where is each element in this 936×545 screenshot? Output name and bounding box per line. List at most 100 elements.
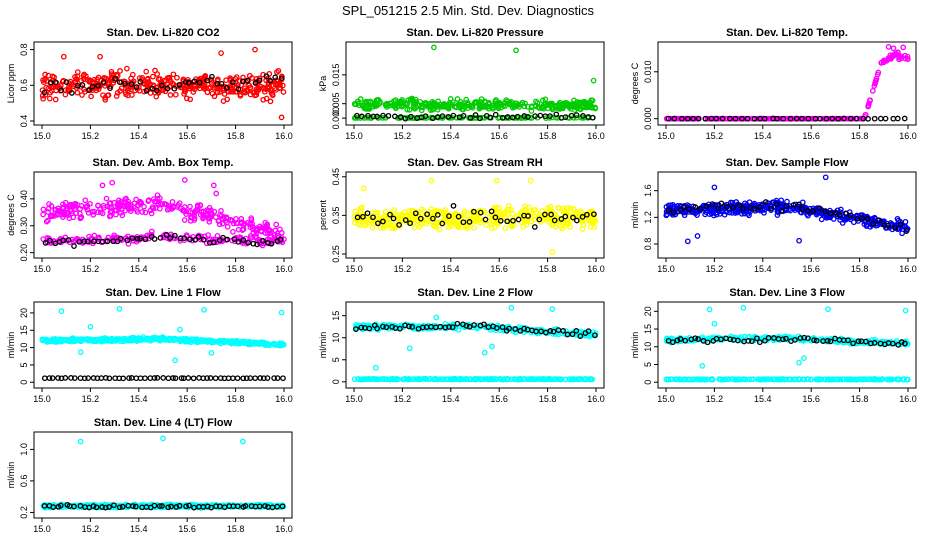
data-point	[118, 69, 122, 73]
x-tick-label: 15.4	[442, 131, 460, 141]
data-point	[268, 99, 272, 103]
data-point	[170, 200, 174, 204]
plot-frame	[346, 302, 604, 388]
x-tick-label: 16.0	[587, 394, 605, 404]
y-tick-label: 0.45	[331, 168, 341, 186]
data-point	[178, 327, 182, 331]
y-tick-label: 0.2	[19, 506, 29, 519]
data-point	[75, 91, 79, 95]
x-tick-label: 15.2	[706, 394, 724, 404]
x-tick-label: 15.2	[706, 131, 724, 141]
x-tick-label: 15.0	[345, 131, 363, 141]
y-axis-label: ml/min	[630, 332, 640, 359]
y-tick-label: 20	[19, 308, 29, 318]
data-point	[802, 356, 806, 360]
data-point	[820, 217, 824, 221]
y-tick-label: 5	[643, 362, 653, 367]
data-point	[700, 364, 704, 368]
data-point	[183, 178, 187, 182]
data-point	[712, 185, 716, 189]
y-tick-label: 0.35	[331, 207, 341, 225]
data-point	[209, 351, 213, 355]
data-point	[432, 45, 436, 49]
data-point	[100, 183, 104, 187]
x-tick-label: 15.4	[130, 131, 148, 141]
x-tick-label: 15.2	[394, 394, 412, 404]
data-point	[166, 376, 170, 380]
data-point	[900, 231, 904, 235]
data-point	[173, 358, 177, 362]
data-points	[353, 306, 598, 382]
x-tick-label: 15.6	[802, 264, 820, 274]
x-tick-label: 15.0	[345, 264, 363, 274]
data-point	[873, 117, 877, 121]
data-point	[712, 322, 716, 326]
data-point	[281, 90, 285, 94]
data-point	[88, 325, 92, 329]
x-tick-label: 16.0	[275, 264, 293, 274]
y-tick-label: 1.0	[19, 443, 29, 456]
x-tick-label: 15.6	[178, 524, 196, 534]
y-axis-label: percent	[318, 199, 328, 230]
x-tick-label: 15.8	[227, 524, 245, 534]
data-point	[110, 181, 114, 185]
x-tick-label: 15.8	[227, 394, 245, 404]
x-tick-label: 15.8	[539, 264, 557, 274]
data-point	[54, 97, 58, 101]
x-tick-label: 15.2	[82, 524, 100, 534]
y-tick-label: 15	[19, 325, 29, 335]
y-axis: 0.250.350.45	[331, 168, 346, 263]
data-point	[879, 116, 883, 120]
data-point	[494, 113, 498, 117]
y-tick-label: 0.4	[19, 115, 29, 128]
x-tick-label: 15.2	[394, 131, 412, 141]
data-point	[253, 376, 257, 380]
data-point	[797, 361, 801, 365]
y-tick-label: 0.8	[19, 43, 29, 56]
x-tick-label: 15.8	[539, 131, 557, 141]
data-point	[824, 175, 828, 179]
data-point	[901, 45, 905, 49]
data-point	[202, 308, 206, 312]
y-tick-label: 0.6	[19, 475, 29, 488]
chart-title: Stan. Dev. Sample Flow	[726, 157, 849, 169]
y-tick-label: 20	[643, 306, 653, 316]
data-point	[253, 47, 257, 51]
data-point	[370, 226, 374, 230]
chart-title: Stan. Dev. Line 4 (LT) Flow	[94, 417, 233, 429]
data-point	[153, 68, 157, 72]
x-tick-label: 15.8	[851, 131, 869, 141]
y-tick-label: 0.40	[19, 190, 29, 208]
data-point	[279, 115, 283, 119]
data-point	[896, 116, 900, 120]
data-points	[665, 45, 911, 121]
data-point	[408, 346, 412, 350]
data-point	[529, 178, 533, 182]
data-point	[89, 94, 93, 98]
data-point	[434, 315, 438, 319]
data-point	[214, 191, 218, 195]
y-axis-label: ml/min	[318, 332, 328, 359]
data-point	[48, 96, 52, 100]
y-tick-label: 10	[643, 342, 653, 352]
data-point	[235, 376, 239, 380]
x-tick-label: 15.4	[754, 394, 772, 404]
data-point	[183, 218, 187, 222]
y-tick-label: 10	[331, 333, 341, 343]
data-point	[533, 225, 537, 229]
chart-title: Stan. Dev. Li-820 CO2	[107, 27, 220, 39]
x-tick-label: 15.4	[130, 394, 148, 404]
x-tick-label: 15.6	[802, 394, 820, 404]
x-tick-label: 15.2	[394, 264, 412, 274]
data-point	[59, 309, 63, 313]
data-point	[213, 376, 217, 380]
data-point	[741, 306, 745, 310]
x-tick-label: 15.0	[33, 394, 51, 404]
